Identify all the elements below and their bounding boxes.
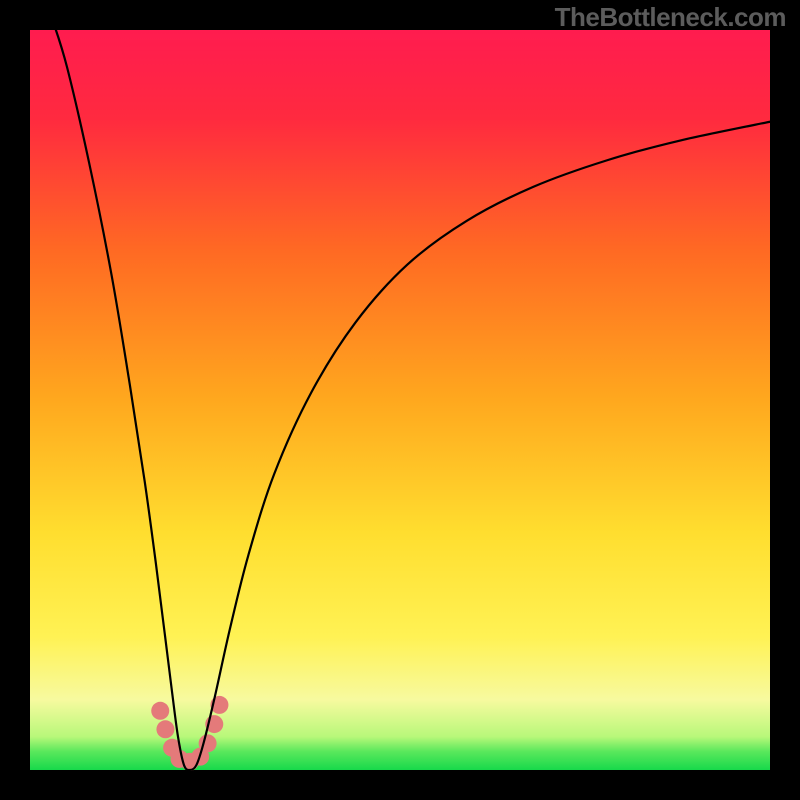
watermark-text: TheBottleneck.com <box>555 2 786 33</box>
dip-dot <box>151 702 169 720</box>
chart-container: TheBottleneck.com <box>0 0 800 800</box>
plot-area <box>30 30 770 770</box>
dip-dot <box>156 720 174 738</box>
bottleneck-chart <box>0 0 800 800</box>
